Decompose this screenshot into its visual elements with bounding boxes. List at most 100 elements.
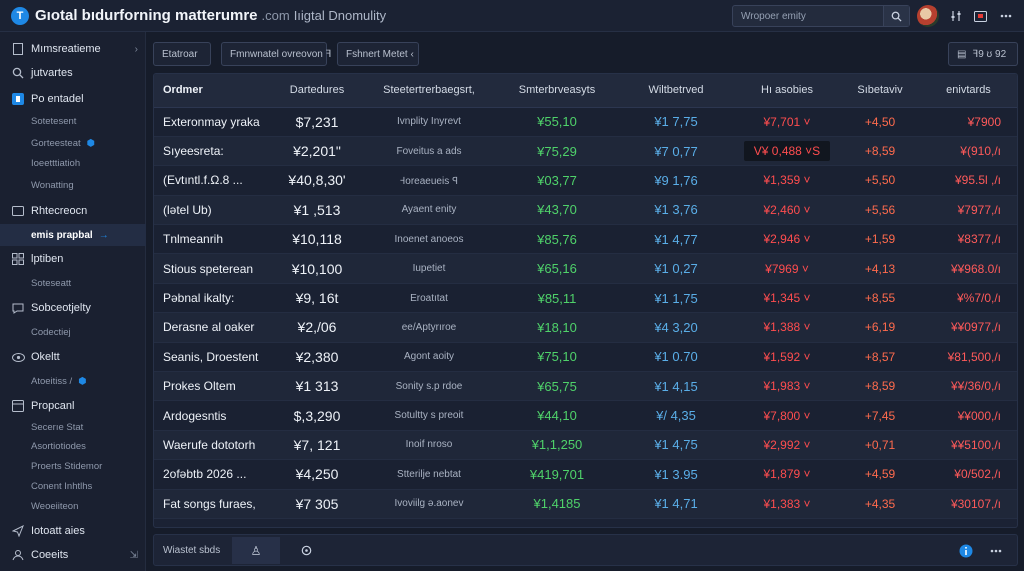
sidebar-item-label: Coeeits [31,549,69,561]
column-header[interactable]: Steetertrerbaegsrt, [364,74,494,108]
table-cell: Inoenet anoeos [364,224,494,255]
sidebar-item-label: Propcanl [31,400,75,412]
table-cell: ¥30107,/ı [918,489,1017,519]
more-options-icon[interactable] [988,543,1004,559]
sidebar-item-label: Po entadel [31,93,84,105]
info-icon[interactable] [958,543,974,559]
table-row[interactable]: Ardogesntis $,3,290 Sotultty s preoit ¥44,1… [154,400,1017,431]
table-row[interactable]: (lətel Ub) ¥1 ,513 Ayaent enity ¥43,70 ¥1 3,… [154,195,1017,226]
notification-icon[interactable] [972,8,988,24]
sidebar-item-3[interactable]: Po entadel [0,88,146,110]
bookmark-icon [11,92,25,106]
sidebar-subitem[interactable]: Atoeitiss / ⬢ [31,375,87,387]
filter-chip-2[interactable]: Fmnwnatel ovreovon ꟻ [221,42,331,66]
collapse-icon[interactable]: ⇲ [129,549,138,561]
column-header[interactable]: Dartedures [270,74,364,108]
sidebar-item-2[interactable]: jutvartes [0,62,146,84]
sidebar-item-5[interactable]: lptiben [0,248,146,270]
grid-icon [11,252,25,266]
column-header[interactable]: Smterbrveasyts [494,74,620,108]
table-cell: ¥7 0,77 [620,136,732,167]
sidebar-item-label: emis prapbal [31,229,93,241]
table-row[interactable]: Derasne al oaker ¥2,/06 ee/Aptyrıroe ¥18,10… [154,312,1017,343]
table-cell: ¥0/502,/ı [918,459,1017,490]
table-cell: Ivnplity Inyrevt [364,107,494,137]
table-cell: ¥44,10 [494,400,620,431]
sidebar-subitem[interactable]: Codectiej [31,326,71,338]
search-input[interactable] [733,6,883,26]
table-row[interactable]: Prokes Oltem ¥1 313 Sonity s.p rdoe ¥65,75 ¥… [154,371,1017,402]
table-cell: ¥1 4,75 [620,430,732,461]
zoom-icon[interactable] [299,543,315,559]
column-header[interactable]: Wiltbetrved [620,74,732,108]
table-row[interactable]: Pəbnal ikalty: ¥9, 16t Eroatıtat ¥85,11 ¥1 1… [154,283,1017,314]
sidebar-item-9[interactable]: Iotoatt aies [0,520,146,542]
table-cell: ¥7,800 ˅ [732,400,842,431]
avatar[interactable] [917,5,939,27]
sidebar-subitem[interactable]: Conent Inhtlhs [31,480,93,492]
table-cell: ¥9, 16t [270,283,364,314]
sidebar-item-active[interactable]: emis prapbal → [0,224,146,246]
sidebar-item-7[interactable]: Okeltt [0,346,146,368]
sidebar-item-1[interactable]: Mımsreatieme › [0,38,146,60]
chevron-right-icon: › [134,43,138,55]
table-cell: Pəbnal ikalty: [154,283,270,314]
eye-icon [11,350,25,364]
table-cell: Sonity s.p rdoe [364,371,494,402]
table-cell: ¥1,383 ˅ [732,489,842,519]
sidebar-subitem[interactable]: Wonatting [31,179,74,191]
table-cell: ¥2,380 [270,342,364,373]
sidebar-subitem[interactable]: Sotetesent [31,115,77,127]
sidebar-subitem[interactable]: Asortiotiodes [31,440,86,452]
table-cell: Ayaent enity [364,195,494,226]
sidebar-item-label: lptiben [31,253,64,265]
table-row[interactable]: Tnlmeanrih ¥10,118 Inoenet anoeos ¥85,76 ¥1 … [154,224,1017,255]
sidebar-subitem[interactable]: Ioeetttiatioh [31,157,81,169]
table-row[interactable]: Waerufe dototorh ¥7, 121 Inoif nroso ¥1,1,2… [154,430,1017,461]
sidebar-subitem[interactable]: Secerıe Stat [31,421,84,433]
table-cell: ¥43,70 [494,195,620,226]
filter-chip-3[interactable]: Fshnert Metet ‹ [337,42,419,66]
table-cell: Eroatıtat [364,283,494,314]
search-button[interactable] [883,6,909,26]
table-cell: ¥1,1,250 [494,430,620,461]
sidebar-item-label: Sobceotjelty [31,302,91,314]
table-cell: ¥1 0.70 [620,342,732,373]
sidebar-subitem[interactable]: Gorteesteat ⬢ [31,137,95,149]
table-cell: ¥75,10 [494,342,620,373]
table-row[interactable]: Fat songs furaes, ¥7 305 Ivoviilg ə.aonev ¥… [154,489,1017,519]
table-row[interactable]: 2ofəbtb 2026 ... ¥4,250 Stterilje nebtat ¥4… [154,459,1017,490]
box-icon [11,399,25,413]
table-row[interactable]: Exteronmay yraka $7,231 Ivnplity Inyrevt ¥5… [154,107,1017,137]
table-row[interactable]: (Evtıntl.f.Ω.8 ... ¥40,8,30' Ꟶoreaeueis ꟼ ¥… [154,165,1017,196]
sidebar-item-4[interactable]: Rhtecreocn [0,200,146,222]
table-row[interactable]: Stious speterean ¥10,100 Iupetiet ¥65,16 ¥1 … [154,253,1017,284]
sidebar-subitem[interactable]: Weoeiiteon [31,500,79,512]
table-cell: +4,59 [842,459,918,490]
sidebar-item-6[interactable]: Sobceotjelty [0,297,146,319]
sidebar-subitem[interactable]: Proerts Stidemor [31,460,103,472]
filter-chip-4[interactable]: ▤ ꟻ9 ʊ 92 [948,42,1018,66]
table-cell: V¥ 0,488 ˅S [732,136,842,167]
settings-sliders-icon[interactable] [948,8,964,24]
sidebar-item-8[interactable]: Propcanl [0,395,146,417]
table-cell: ¥1 3.95 [620,459,732,490]
column-header[interactable]: enivtards [918,74,1017,108]
app-logo-icon[interactable]: T [11,6,29,25]
table-row[interactable]: Seanis, Droestent ¥2,380 Agont aoity ¥75,10… [154,342,1017,373]
sidebar-subitem[interactable]: Soteseatt [31,277,72,289]
column-header[interactable]: Ordmer [154,74,270,108]
sidebar-item-10[interactable]: Coeeits ⇲ [0,544,146,566]
more-options-icon[interactable] [998,8,1014,24]
column-header[interactable]: Sıbetaviv [842,74,918,108]
table-cell: Sotultty s preoit [364,400,494,431]
table-cell: Iupetiet [364,253,494,284]
column-header[interactable]: Hı asobies [732,74,842,108]
table-cell: ¥65,75 [494,371,620,402]
table-row[interactable]: Sıyeesreta: ¥2,201" Foveitus a ads ¥75,29 ¥7… [154,136,1017,167]
table-cell: ¥2,992 ˅ [732,430,842,461]
footer-tab-active[interactable]: ♙ [232,537,280,564]
table-cell: Fat songs furaes, [154,489,270,519]
filter-chip-1[interactable]: Etatroar [153,42,211,66]
sidebar-item-label: Okeltt [31,351,60,363]
